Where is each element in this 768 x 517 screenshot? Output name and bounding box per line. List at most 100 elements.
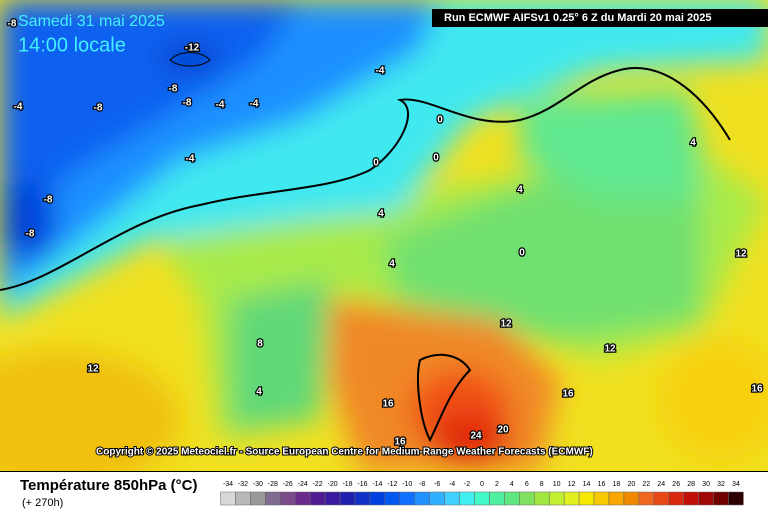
contour-label: -4 (186, 154, 195, 165)
legend-swatch (369, 491, 386, 506)
legend-label: -30 (253, 481, 263, 488)
legend-label: -6 (434, 481, 440, 488)
contour-label: -8 (26, 229, 35, 240)
legend-label: 16 (598, 481, 606, 488)
footer-subtitle: (+ 270h) (22, 497, 63, 509)
contour-label: 16 (751, 384, 763, 395)
contour-label: -8 (94, 103, 103, 114)
legend-label: -34 (223, 481, 233, 488)
legend-label: 10 (553, 481, 561, 488)
legend-swatch (608, 491, 625, 506)
legend-swatch (728, 491, 744, 506)
legend-swatch (399, 491, 415, 506)
legend-label: 0 (480, 481, 484, 488)
contour-label: 4 (378, 209, 384, 220)
legend-label: 12 (568, 481, 576, 488)
copyright: Copyright © 2025 Meteociel.fr - Source E… (96, 447, 593, 458)
legend-label: 34 (732, 481, 740, 488)
legend-swatch (339, 491, 356, 506)
legend-label: -20 (328, 481, 338, 488)
legend-swatch (429, 491, 445, 506)
contour-label: 12 (500, 319, 512, 330)
contour-label: 0 (519, 248, 525, 259)
legend-swatch (668, 491, 684, 506)
legend-swatch (713, 491, 729, 506)
legend-label: 28 (687, 481, 695, 488)
contour-label: 12 (604, 344, 616, 355)
legend-label: -18 (342, 481, 352, 488)
run-box (432, 9, 768, 27)
legend-swatch (534, 491, 550, 506)
legend-label: 30 (702, 481, 710, 488)
contour-labels: -8 -12 -8 -8 -8 -4 -4 -4 -4 -4 -8 -8 0 0… (6, 17, 764, 449)
legend-swatch (623, 491, 640, 506)
legend-label: 14 (583, 481, 591, 488)
contour-label: -8 (44, 195, 53, 206)
legend-label: -22 (313, 481, 323, 488)
contour-label: -8 (169, 84, 178, 95)
contour-label: 0 (437, 115, 443, 126)
legend-swatch (235, 491, 251, 506)
legend-label: -12 (387, 481, 397, 488)
contour-label: 0 (433, 153, 439, 164)
isotherm-line (619, 67, 731, 141)
legend-label: -16 (357, 481, 367, 488)
legend-label: -24 (298, 481, 308, 488)
legend-swatch (459, 491, 475, 506)
contour-label: 16 (394, 437, 406, 448)
contour-label: 20 (497, 425, 509, 436)
legend-label: -26 (283, 481, 293, 488)
legend-swatch (280, 491, 296, 506)
legend-swatch (265, 491, 281, 506)
legend-label: 22 (642, 481, 650, 488)
contour-label: -4 (14, 102, 23, 113)
contour-label: 8 (257, 339, 263, 350)
legend-swatch (384, 491, 401, 506)
legend-swatch (548, 491, 565, 506)
legend-swatch (653, 491, 669, 506)
date-label: Samedi 31 mai 2025 (18, 13, 165, 30)
contour-label: -4 (376, 66, 385, 77)
legend-label: -32 (238, 481, 248, 488)
contour-label: 4 (517, 185, 523, 196)
legend-label: 4 (510, 481, 514, 488)
legend-label: -8 (419, 481, 425, 488)
contour-label: -4 (216, 100, 225, 111)
legend-label: 2 (495, 481, 499, 488)
contour-label: 12 (735, 249, 747, 260)
legend-swatch (698, 491, 714, 506)
contour-label: 4 (389, 259, 395, 270)
legend-swatch (519, 491, 535, 506)
legend-swatch (474, 491, 490, 506)
legend-label: -14 (372, 481, 382, 488)
legend-label: 8 (540, 481, 544, 488)
contour-label: -8 (8, 19, 17, 30)
legend-swatch (324, 491, 341, 506)
isotherm-line (169, 52, 211, 67)
run-label: Run ECMWF AIFSv1 0.25° 6 Z du Mardi 20 m… (444, 12, 711, 24)
contour-label: 16 (382, 399, 394, 410)
legend-swatch (638, 491, 655, 506)
legend-label: 32 (717, 481, 725, 488)
legend-swatch (309, 491, 326, 506)
contour-label: 16 (562, 389, 574, 400)
contour-label: 4 (690, 138, 696, 149)
legend-swatch (504, 491, 520, 506)
legend-label: 6 (525, 481, 529, 488)
legend-label: -2 (464, 481, 470, 488)
legend-label: 24 (657, 481, 665, 488)
legend-swatch (593, 491, 610, 506)
legend-label: -10 (402, 481, 412, 488)
legend-swatch (250, 491, 266, 506)
temperature-field: -8 -12 -8 -8 -8 -4 -4 -4 -4 -4 -8 -8 0 0… (0, 0, 768, 471)
contour-label: -4 (250, 99, 259, 110)
contour-label: 24 (470, 431, 482, 442)
legend-swatch (489, 491, 505, 506)
contour-label: 0 (373, 158, 379, 169)
legend-swatch (563, 491, 580, 506)
isotherm-line (417, 353, 472, 443)
contour-label: -12 (185, 43, 200, 54)
legend-swatch (294, 491, 311, 506)
legend-label: 18 (613, 481, 621, 488)
